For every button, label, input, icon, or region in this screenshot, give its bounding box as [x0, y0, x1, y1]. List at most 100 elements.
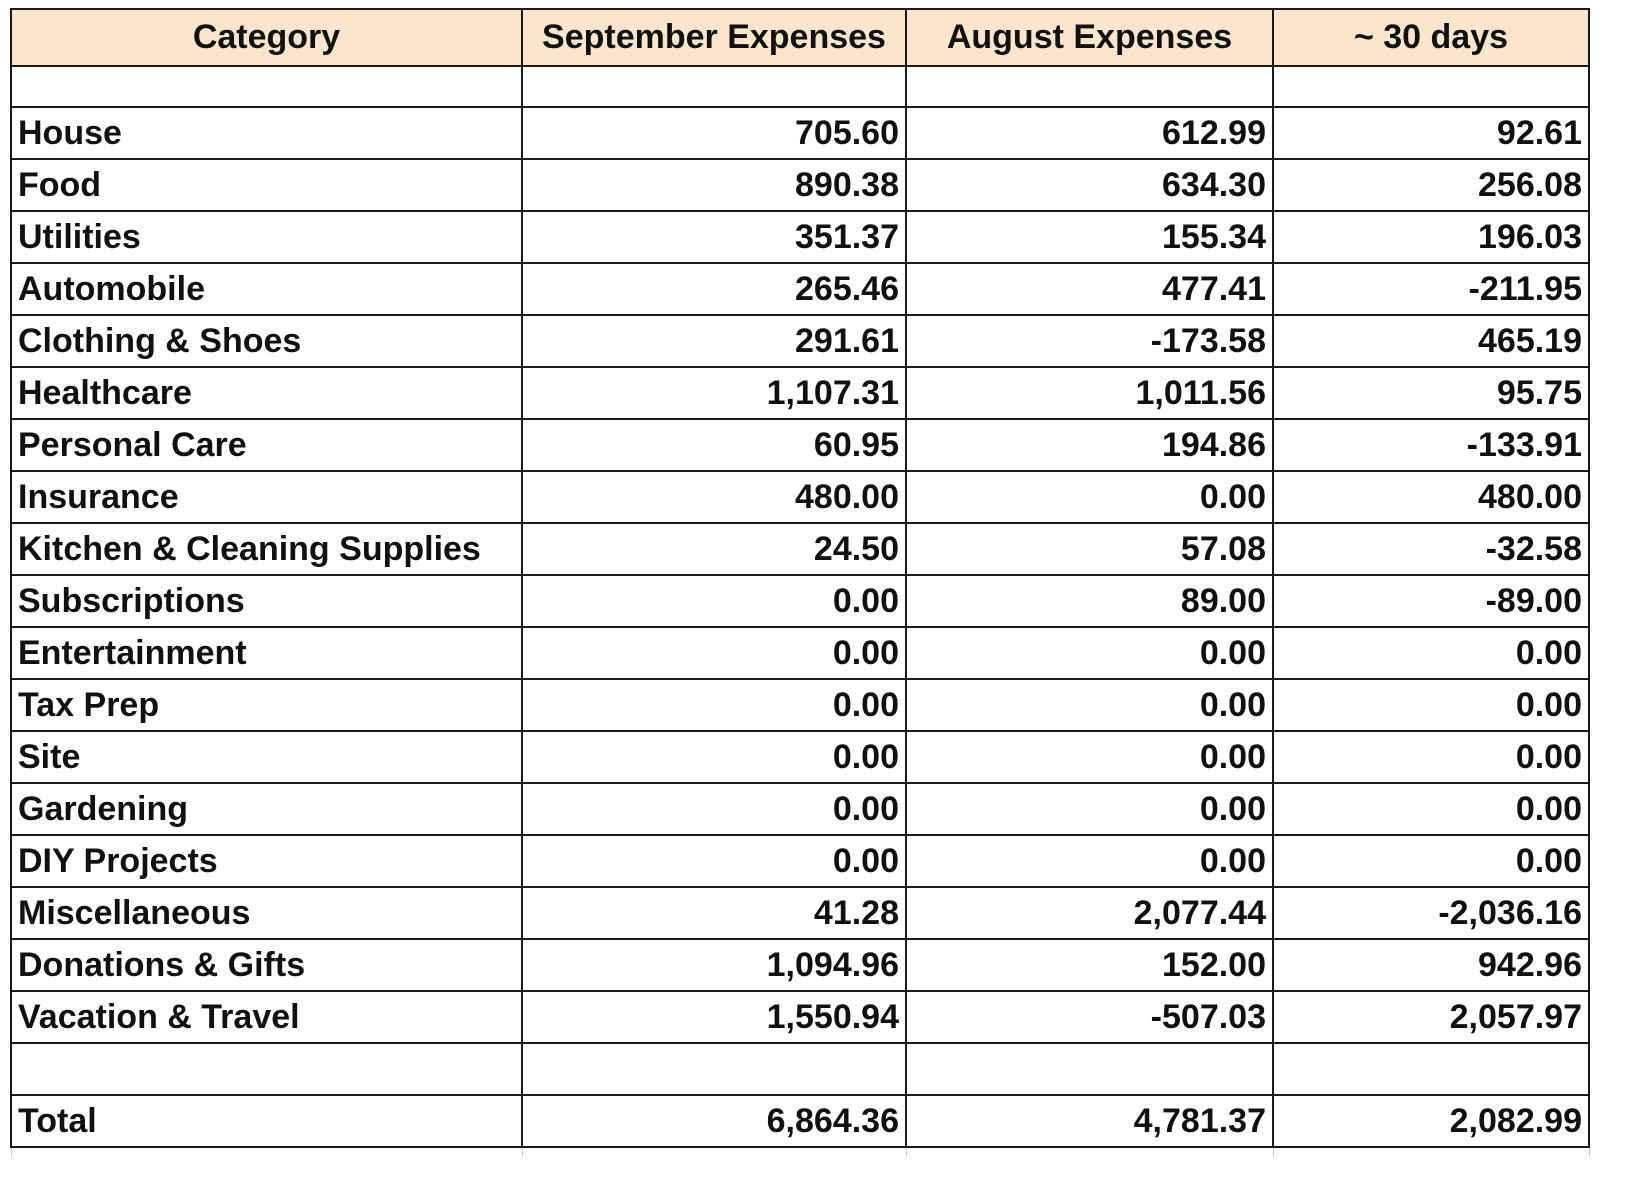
table-row: Gardening 0.00 0.00 0.00 — [10, 782, 1590, 836]
diff-cell[interactable]: 0.00 — [1272, 678, 1590, 732]
category-cell[interactable]: Gardening — [10, 782, 523, 836]
category-cell[interactable]: Automobile — [10, 262, 523, 316]
september-cell[interactable]: 0.00 — [521, 730, 907, 784]
empty-cell[interactable] — [1272, 1042, 1590, 1096]
category-cell[interactable]: Utilities — [10, 210, 523, 264]
diff-cell[interactable]: 0.00 — [1272, 626, 1590, 680]
diff-cell[interactable]: 0.00 — [1272, 730, 1590, 784]
empty-cell[interactable] — [1272, 1146, 1590, 1157]
total-label[interactable]: Total — [10, 1094, 523, 1148]
september-cell[interactable]: 0.00 — [521, 626, 907, 680]
august-cell[interactable]: 0.00 — [905, 782, 1274, 836]
empty-cell[interactable] — [521, 1146, 907, 1157]
september-cell[interactable]: 0.00 — [521, 834, 907, 888]
august-cell[interactable]: 0.00 — [905, 678, 1274, 732]
category-cell[interactable]: DIY Projects — [10, 834, 523, 888]
header-category[interactable]: Category — [10, 8, 523, 67]
september-cell[interactable]: 890.38 — [521, 158, 907, 212]
september-cell[interactable]: 60.95 — [521, 418, 907, 472]
blank-row — [10, 1042, 1590, 1096]
diff-cell[interactable]: 196.03 — [1272, 210, 1590, 264]
table-row: Clothing & Shoes 291.61 -173.58 465.19 — [10, 314, 1590, 368]
category-cell[interactable]: Site — [10, 730, 523, 784]
total-august[interactable]: 4,781.37 — [905, 1094, 1274, 1148]
september-cell[interactable]: 705.60 — [521, 106, 907, 160]
september-cell[interactable]: 265.46 — [521, 262, 907, 316]
header-august-expenses[interactable]: August Expenses — [905, 8, 1274, 67]
august-cell[interactable]: 0.00 — [905, 626, 1274, 680]
category-cell[interactable]: Personal Care — [10, 418, 523, 472]
september-cell[interactable]: 1,107.31 — [521, 366, 907, 420]
category-cell[interactable]: Tax Prep — [10, 678, 523, 732]
empty-cell[interactable] — [905, 1146, 1274, 1157]
table-row: Food 890.38 634.30 256.08 — [10, 158, 1590, 212]
diff-cell[interactable]: -133.91 — [1272, 418, 1590, 472]
september-cell[interactable]: 351.37 — [521, 210, 907, 264]
empty-cell[interactable] — [1272, 65, 1590, 108]
empty-cell[interactable] — [521, 65, 907, 108]
august-cell[interactable]: 0.00 — [905, 834, 1274, 888]
diff-cell[interactable]: 95.75 — [1272, 366, 1590, 420]
diff-cell[interactable]: 2,057.97 — [1272, 990, 1590, 1044]
august-cell[interactable]: -507.03 — [905, 990, 1274, 1044]
empty-cell[interactable] — [10, 1042, 523, 1096]
table-row: Vacation & Travel 1,550.94 -507.03 2,057.97 — [10, 990, 1590, 1044]
diff-cell[interactable]: 92.61 — [1272, 106, 1590, 160]
empty-cell[interactable] — [10, 1146, 523, 1157]
september-cell[interactable]: 480.00 — [521, 470, 907, 524]
category-cell[interactable]: Entertainment — [10, 626, 523, 680]
empty-cell[interactable] — [10, 65, 523, 108]
diff-cell[interactable]: 942.96 — [1272, 938, 1590, 992]
empty-cell[interactable] — [905, 1042, 1274, 1096]
august-cell[interactable]: 194.86 — [905, 418, 1274, 472]
empty-cell[interactable] — [905, 65, 1274, 108]
diff-cell[interactable]: 0.00 — [1272, 782, 1590, 836]
category-cell[interactable]: Food — [10, 158, 523, 212]
diff-cell[interactable]: 480.00 — [1272, 470, 1590, 524]
september-cell[interactable]: 0.00 — [521, 782, 907, 836]
total-diff[interactable]: 2,082.99 — [1272, 1094, 1590, 1148]
september-cell[interactable]: 1,550.94 — [521, 990, 907, 1044]
august-cell[interactable]: -173.58 — [905, 314, 1274, 368]
diff-cell[interactable]: -89.00 — [1272, 574, 1590, 628]
category-cell[interactable]: Clothing & Shoes — [10, 314, 523, 368]
category-cell[interactable]: Healthcare — [10, 366, 523, 420]
category-cell[interactable]: Vacation & Travel — [10, 990, 523, 1044]
september-cell[interactable]: 291.61 — [521, 314, 907, 368]
total-september[interactable]: 6,864.36 — [521, 1094, 907, 1148]
category-cell[interactable]: Subscriptions — [10, 574, 523, 628]
category-cell[interactable]: Kitchen & Cleaning Supplies — [10, 522, 523, 576]
august-cell[interactable]: 57.08 — [905, 522, 1274, 576]
table-row: Tax Prep 0.00 0.00 0.00 — [10, 678, 1590, 732]
category-cell[interactable]: House — [10, 106, 523, 160]
august-cell[interactable]: 2,077.44 — [905, 886, 1274, 940]
august-cell[interactable]: 477.41 — [905, 262, 1274, 316]
diff-cell[interactable]: -32.58 — [1272, 522, 1590, 576]
august-cell[interactable]: 1,011.56 — [905, 366, 1274, 420]
category-cell[interactable]: Donations & Gifts — [10, 938, 523, 992]
empty-cell[interactable] — [521, 1042, 907, 1096]
diff-cell[interactable]: 0.00 — [1272, 834, 1590, 888]
september-cell[interactable]: 1,094.96 — [521, 938, 907, 992]
september-cell[interactable]: 24.50 — [521, 522, 907, 576]
september-cell[interactable]: 0.00 — [521, 574, 907, 628]
diff-cell[interactable]: 465.19 — [1272, 314, 1590, 368]
category-cell[interactable]: Insurance — [10, 470, 523, 524]
august-cell[interactable]: 0.00 — [905, 730, 1274, 784]
category-cell[interactable]: Miscellaneous — [10, 886, 523, 940]
diff-cell[interactable]: -211.95 — [1272, 262, 1590, 316]
august-cell[interactable]: 634.30 — [905, 158, 1274, 212]
august-cell[interactable]: 89.00 — [905, 574, 1274, 628]
august-cell[interactable]: 612.99 — [905, 106, 1274, 160]
august-cell[interactable]: 0.00 — [905, 470, 1274, 524]
header-september-expenses[interactable]: September Expenses — [521, 8, 907, 67]
august-cell[interactable]: 155.34 — [905, 210, 1274, 264]
table-row: Healthcare 1,107.31 1,011.56 95.75 — [10, 366, 1590, 420]
august-cell[interactable]: 152.00 — [905, 938, 1274, 992]
diff-cell[interactable]: 256.08 — [1272, 158, 1590, 212]
header-30-days[interactable]: ~ 30 days — [1272, 8, 1590, 67]
september-cell[interactable]: 0.00 — [521, 678, 907, 732]
table-row: Personal Care 60.95 194.86 -133.91 — [10, 418, 1590, 472]
september-cell[interactable]: 41.28 — [521, 886, 907, 940]
diff-cell[interactable]: -2,036.16 — [1272, 886, 1590, 940]
